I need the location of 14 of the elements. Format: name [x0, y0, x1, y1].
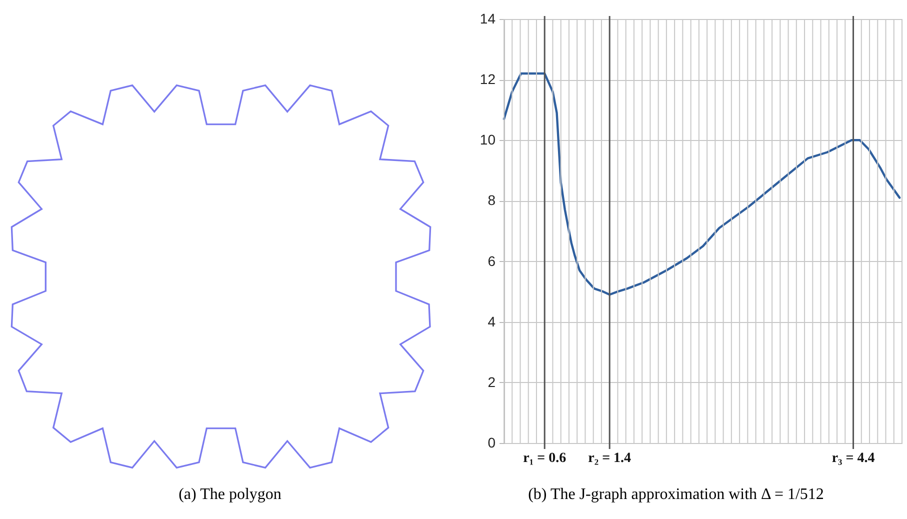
y-tick-label: 12: [480, 71, 496, 88]
text: (b) The J-graph approximation with Δ = 1/512: [528, 486, 824, 504]
y-tick-label: 4: [488, 313, 496, 330]
y-tick-label: 6: [488, 252, 496, 269]
ref-line-label: r₂ = 1.4: [588, 451, 632, 466]
ref-line-label: r₁ = 0.6: [523, 451, 566, 466]
ref-line-label: r₃ = 4.4: [832, 451, 875, 466]
y-tick-label: 10: [480, 132, 496, 148]
y-tick-label: 0: [488, 434, 496, 450]
text: (a) The polygon: [178, 486, 282, 504]
line-series: [502, 72, 901, 296]
y-tick-label: 14: [480, 10, 496, 26]
y-tick-label: 2: [488, 374, 496, 390]
y-tick-label: 8: [488, 192, 496, 208]
